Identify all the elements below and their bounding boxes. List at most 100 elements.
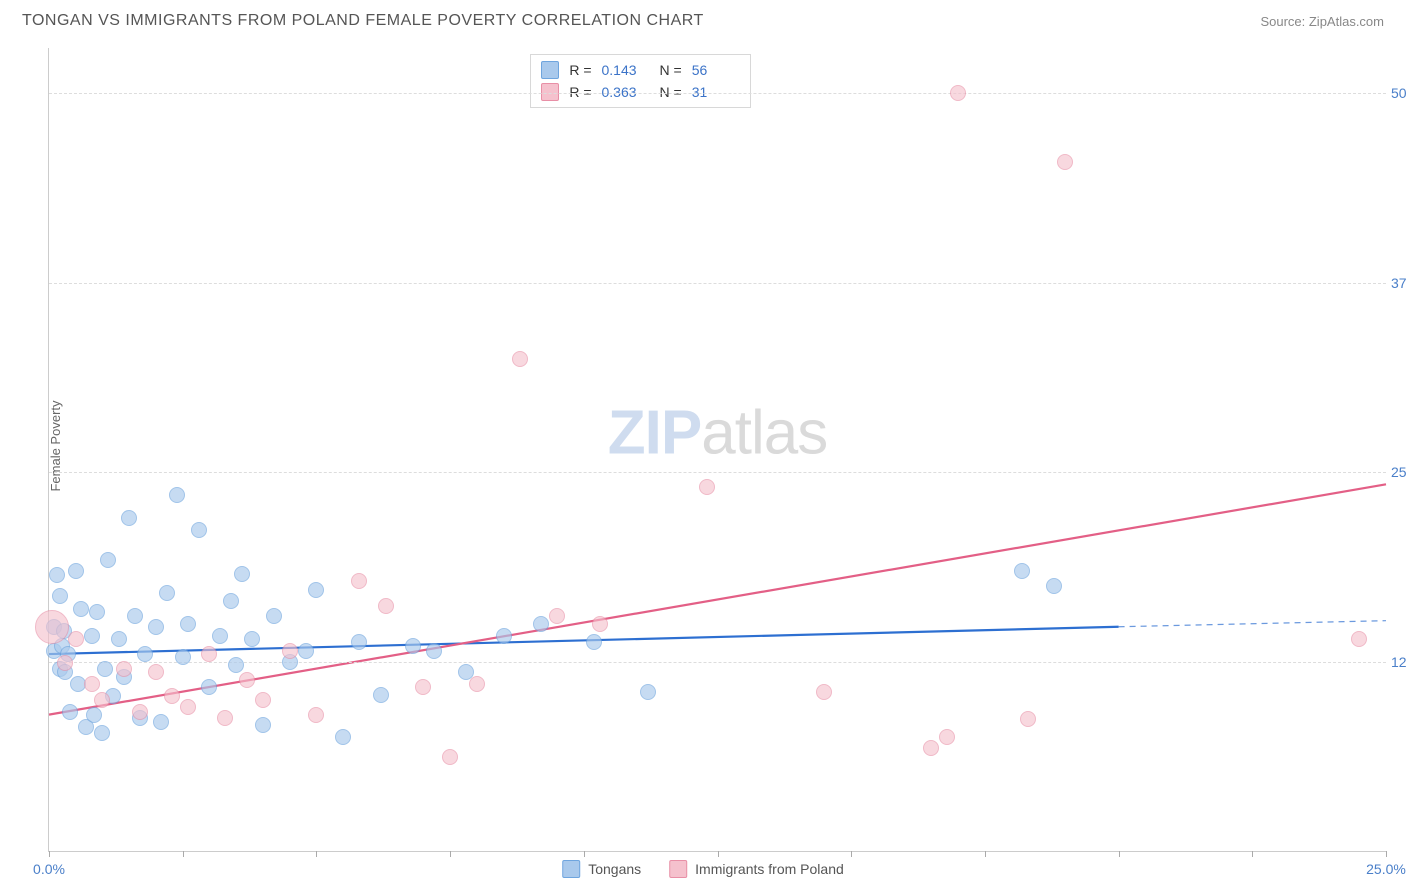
scatter-point [405,638,421,654]
scatter-point [586,634,602,650]
scatter-point [239,672,255,688]
x-tick [1119,851,1120,857]
scatter-point [35,610,69,644]
x-tick [49,851,50,857]
scatter-point [121,510,137,526]
legend-row: R = 0.143N = 56 [541,59,739,81]
scatter-point [426,643,442,659]
scatter-point [217,710,233,726]
chart-title: TONGAN VS IMMIGRANTS FROM POLAND FEMALE … [22,12,704,30]
scatter-point [132,704,148,720]
scatter-point [97,661,113,677]
scatter-point [640,684,656,700]
scatter-point [153,714,169,730]
scatter-point [68,631,84,647]
scatter-point [212,628,228,644]
scatter-point [169,487,185,503]
x-tick [1386,851,1387,857]
scatter-point [308,582,324,598]
scatter-point [415,679,431,695]
scatter-point [127,608,143,624]
scatter-point [111,631,127,647]
scatter-point [84,676,100,692]
scatter-point [255,717,271,733]
scatter-point [512,351,528,367]
scatter-chart: ZIPatlas R = 0.143N = 56R = 0.363N = 31 … [48,48,1386,852]
gridline [49,283,1386,284]
legend-item: Tongans [562,860,641,878]
scatter-point [244,631,260,647]
scatter-point [298,643,314,659]
scatter-point [228,657,244,673]
scatter-point [148,664,164,680]
scatter-point [223,593,239,609]
scatter-point [923,740,939,756]
scatter-point [73,601,89,617]
scatter-point [180,699,196,715]
scatter-point [1014,563,1030,579]
scatter-point [100,552,116,568]
gridline [49,93,1386,94]
scatter-point [148,619,164,635]
legend-correlation: R = 0.143N = 56R = 0.363N = 31 [530,54,750,108]
scatter-point [116,661,132,677]
scatter-point [308,707,324,723]
scatter-point [469,676,485,692]
x-tick [851,851,852,857]
scatter-point [201,679,217,695]
trend-lines [49,48,1386,851]
scatter-point [159,585,175,601]
gridline [49,662,1386,663]
scatter-point [592,616,608,632]
scatter-point [1057,154,1073,170]
scatter-point [950,85,966,101]
scatter-point [373,687,389,703]
scatter-point [86,707,102,723]
scatter-point [94,692,110,708]
x-tick-label: 25.0% [1366,861,1406,877]
scatter-point [939,729,955,745]
scatter-point [335,729,351,745]
scatter-point [89,604,105,620]
scatter-point [1020,711,1036,727]
x-tick [450,851,451,857]
x-tick-label: 0.0% [33,861,65,877]
scatter-point [533,616,549,632]
scatter-point [255,692,271,708]
scatter-point [68,563,84,579]
legend-series: Tongans Immigrants from Poland [562,860,844,878]
scatter-point [175,649,191,665]
x-tick [183,851,184,857]
scatter-point [49,567,65,583]
scatter-point [191,522,207,538]
x-tick [316,851,317,857]
legend-swatch [541,83,559,101]
legend-item: Immigrants from Poland [669,860,844,878]
scatter-point [164,688,180,704]
scatter-point [496,628,512,644]
scatter-point [94,725,110,741]
x-tick [985,851,986,857]
y-tick-label: 50.0% [1391,85,1406,101]
scatter-point [57,655,73,671]
source-label: Source: ZipAtlas.com [1260,14,1384,29]
legend-swatch [541,61,559,79]
watermark: ZIPatlas [608,398,827,469]
scatter-point [282,643,298,659]
y-tick-label: 37.5% [1391,275,1406,291]
scatter-point [699,479,715,495]
scatter-point [84,628,100,644]
x-tick [584,851,585,857]
legend-swatch [669,860,687,878]
y-tick-label: 25.0% [1391,464,1406,480]
legend-swatch [562,860,580,878]
scatter-point [549,608,565,624]
scatter-point [234,566,250,582]
scatter-point [816,684,832,700]
source-link[interactable]: ZipAtlas.com [1309,14,1384,29]
scatter-point [180,616,196,632]
y-tick-label: 12.5% [1391,654,1406,670]
x-tick [718,851,719,857]
legend-row: R = 0.363N = 31 [541,81,739,103]
scatter-point [52,588,68,604]
